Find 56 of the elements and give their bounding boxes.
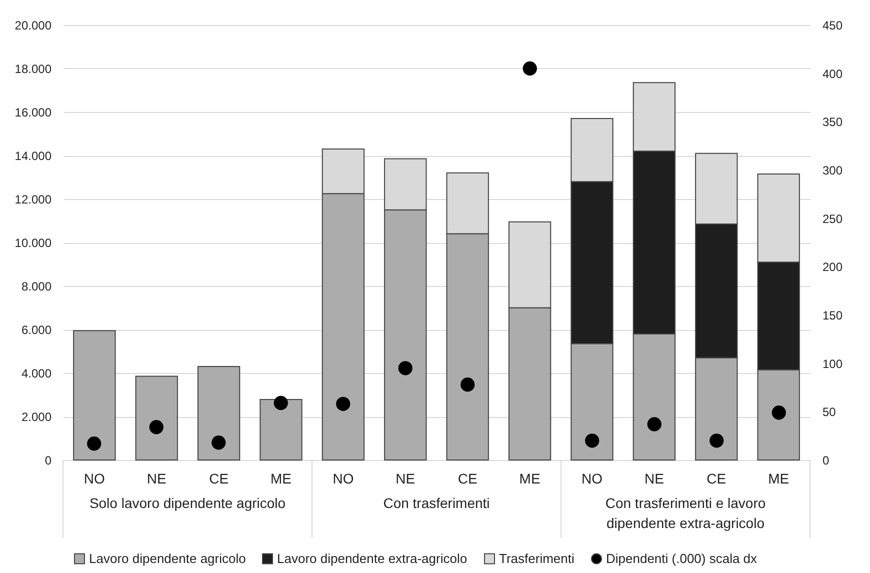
point	[772, 406, 786, 420]
x-tick-label: CE	[458, 470, 478, 486]
x-tick-label: NE	[644, 470, 664, 486]
bar	[260, 399, 302, 460]
bar	[135, 376, 178, 460]
text: Solo lavoro dipendente agricolo	[89, 495, 286, 511]
y-tick-label: 0	[44, 454, 52, 468]
y-tick-label: 8.000	[21, 280, 52, 294]
y-tick-label: 10.000	[14, 236, 52, 250]
y2-tick-label: 450	[822, 18, 843, 32]
y2-tick-label: 150	[822, 308, 843, 322]
bar	[73, 330, 116, 460]
y2-tick-label: 50	[822, 405, 836, 420]
text: Con trasferimenti	[383, 495, 490, 511]
y-tick-label: 20.000	[14, 18, 52, 32]
point	[336, 396, 350, 411]
point	[274, 396, 288, 410]
point	[212, 436, 226, 450]
point	[585, 434, 600, 448]
point	[398, 361, 412, 376]
y2-tick-label: 350	[822, 115, 843, 130]
point	[522, 61, 537, 76]
legend-label: Dipendenti (.000) scala dx	[606, 550, 758, 566]
legend-label: Trasferimenti	[499, 550, 574, 566]
x-tick-label: NE	[396, 470, 416, 486]
x-tick-label: ME	[519, 470, 540, 486]
x-tick-label: ME	[768, 470, 790, 486]
legend-label: Lavoro dipendente agricolo	[89, 550, 246, 566]
y2-tick-label: 250	[822, 212, 843, 226]
point	[149, 420, 164, 434]
point	[647, 417, 662, 432]
y-tick-label: 16.000	[14, 106, 52, 120]
legend-label: Lavoro dipendente extra-agricolo	[277, 550, 468, 566]
y2-tick-label: 200	[822, 260, 843, 274]
y-tick-label: 12.000	[14, 192, 52, 206]
x-tick-label: CE	[209, 470, 229, 486]
y2-tick-label: 400	[822, 66, 843, 81]
point	[460, 378, 475, 392]
x-tick-label: NO	[332, 470, 354, 486]
point	[87, 436, 102, 451]
y-tick-label: 2.000	[21, 410, 52, 424]
bar	[197, 366, 240, 460]
y2-tick-label: 300	[822, 164, 843, 178]
y2-tick-label: 0	[822, 454, 830, 468]
x-tick-label: CE	[706, 470, 726, 486]
y-tick-label: 4.000	[21, 366, 52, 380]
x-tick-label: NO	[84, 470, 106, 486]
y-tick-label: 14.000	[14, 149, 52, 163]
y-tick-label: 6.000	[21, 323, 52, 337]
point	[710, 434, 724, 448]
x-tick-label: ME	[270, 470, 292, 486]
text: Con trasferimenti e lavoro dipendente extra-agricolo	[605, 495, 766, 531]
x-tick-label: NE	[146, 470, 166, 486]
y-tick-label: 18.000	[14, 62, 52, 76]
y2-tick-label: 100	[822, 356, 843, 371]
x-tick-label: NO	[581, 470, 603, 486]
